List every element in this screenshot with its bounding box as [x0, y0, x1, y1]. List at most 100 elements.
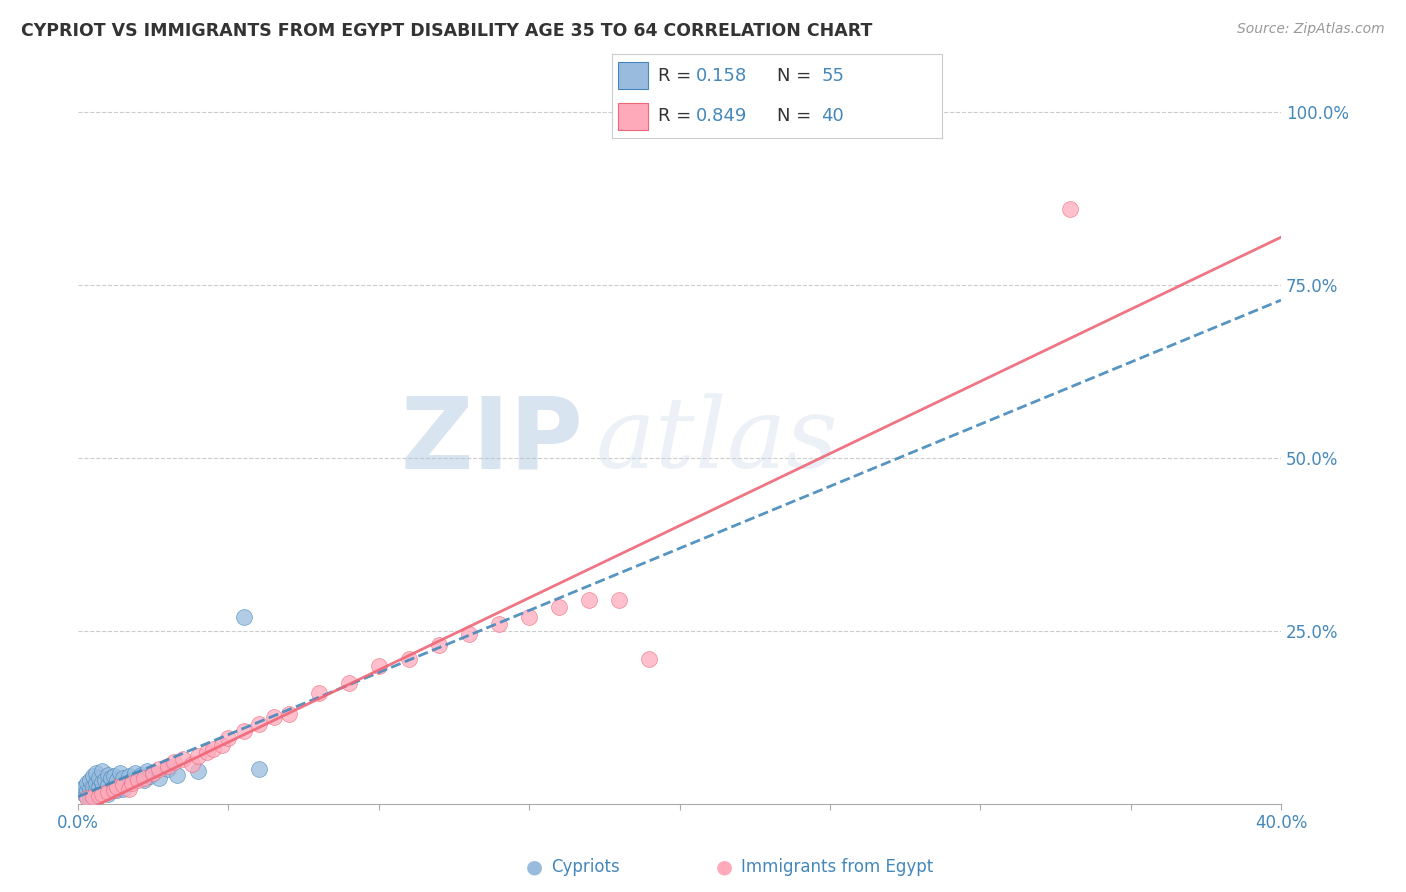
- Point: [202, 741, 225, 756]
- Point: [121, 772, 143, 787]
- Point: [91, 775, 114, 789]
- Point: [97, 778, 120, 792]
- Point: [136, 764, 159, 778]
- Point: [84, 765, 107, 780]
- Point: [105, 772, 128, 787]
- Point: [142, 765, 165, 780]
- Point: [277, 706, 299, 721]
- Point: [118, 769, 141, 783]
- Point: [76, 776, 98, 790]
- Point: [70, 783, 93, 797]
- Point: [94, 772, 117, 787]
- Point: [211, 738, 233, 752]
- Bar: [619, 62, 648, 89]
- Point: [105, 783, 128, 797]
- Point: [97, 784, 120, 798]
- Point: [105, 780, 128, 794]
- Point: [124, 765, 146, 780]
- Point: [308, 686, 330, 700]
- Point: [488, 617, 510, 632]
- Point: [103, 783, 125, 797]
- Text: ●: ●: [716, 857, 733, 877]
- Point: [127, 771, 149, 785]
- Point: [127, 772, 149, 787]
- Text: atlas: atlas: [595, 393, 838, 488]
- Point: [94, 784, 117, 798]
- Point: [129, 768, 152, 782]
- Point: [79, 791, 101, 805]
- Point: [91, 783, 114, 797]
- Point: [638, 651, 661, 665]
- Text: ●: ●: [526, 857, 543, 877]
- Point: [166, 768, 188, 782]
- Text: Immigrants from Egypt: Immigrants from Egypt: [741, 858, 934, 876]
- Point: [148, 771, 170, 785]
- Point: [89, 787, 111, 801]
- Point: [232, 610, 254, 624]
- Point: [73, 780, 96, 794]
- Point: [79, 781, 101, 796]
- Point: [427, 638, 450, 652]
- Point: [112, 778, 135, 792]
- Text: Cypriots: Cypriots: [551, 858, 620, 876]
- Point: [232, 724, 254, 739]
- Text: R =: R =: [658, 107, 697, 125]
- Point: [91, 764, 114, 778]
- Point: [517, 610, 540, 624]
- Point: [110, 765, 132, 780]
- Point: [76, 790, 98, 805]
- Point: [100, 781, 122, 796]
- Point: [76, 783, 98, 797]
- Point: [609, 592, 631, 607]
- Point: [110, 778, 132, 792]
- Point: [134, 772, 156, 787]
- Point: [103, 769, 125, 783]
- Point: [115, 776, 138, 790]
- Point: [73, 787, 96, 801]
- Point: [89, 789, 111, 803]
- Point: [157, 763, 180, 777]
- Point: [157, 759, 180, 773]
- Point: [163, 756, 186, 770]
- Point: [121, 776, 143, 790]
- Point: [84, 776, 107, 790]
- Point: [79, 787, 101, 801]
- Text: ZIP: ZIP: [401, 392, 583, 489]
- Point: [134, 771, 156, 785]
- Point: [112, 771, 135, 785]
- Point: [118, 781, 141, 796]
- Point: [112, 781, 135, 796]
- Point: [578, 592, 600, 607]
- Point: [100, 771, 122, 785]
- Point: [148, 763, 170, 777]
- Point: [89, 771, 111, 785]
- Point: [247, 763, 270, 777]
- Point: [263, 710, 285, 724]
- Point: [91, 787, 114, 801]
- Point: [82, 784, 104, 798]
- Point: [187, 764, 209, 778]
- Text: N =: N =: [776, 67, 817, 85]
- Point: [89, 780, 111, 794]
- Point: [142, 765, 165, 780]
- Point: [197, 745, 219, 759]
- Point: [458, 627, 481, 641]
- Text: Source: ZipAtlas.com: Source: ZipAtlas.com: [1237, 22, 1385, 37]
- Point: [217, 731, 239, 746]
- Point: [82, 789, 104, 803]
- Point: [79, 772, 101, 787]
- Text: 0.158: 0.158: [696, 67, 747, 85]
- Point: [1059, 202, 1081, 216]
- Point: [82, 790, 104, 805]
- Point: [84, 790, 107, 805]
- Point: [97, 787, 120, 801]
- Text: 0.849: 0.849: [696, 107, 747, 125]
- Point: [82, 769, 104, 783]
- Bar: [619, 103, 648, 130]
- Text: 40: 40: [821, 107, 844, 125]
- Point: [82, 780, 104, 794]
- Point: [139, 769, 162, 783]
- Text: 55: 55: [821, 67, 845, 85]
- Point: [97, 768, 120, 782]
- Point: [181, 756, 204, 771]
